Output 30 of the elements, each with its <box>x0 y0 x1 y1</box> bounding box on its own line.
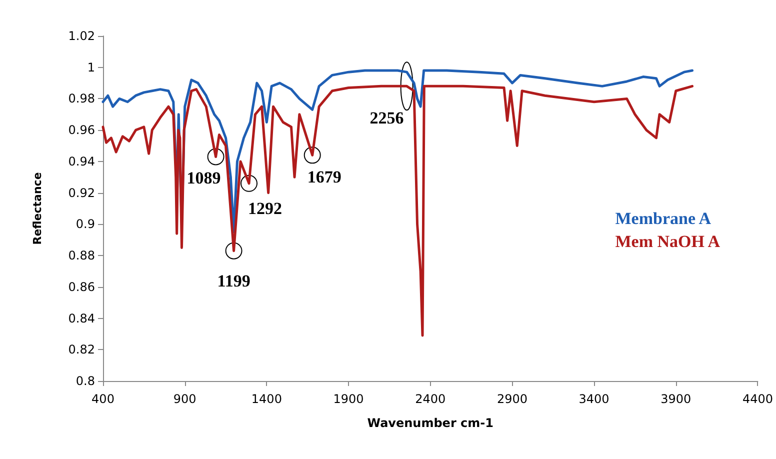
y-tick-label: 0.84 <box>68 311 95 326</box>
x-tick-label: 3900 <box>660 392 692 406</box>
x-tick-label: 2900 <box>496 392 528 406</box>
x-tick-label: 3400 <box>578 392 610 406</box>
y-axis-title: Reflectance <box>31 172 44 245</box>
annotation: 1089 <box>186 168 221 188</box>
y-tick-label: 0.88 <box>68 248 95 263</box>
annotation: 1679 <box>307 168 342 187</box>
text: Membrane A <box>615 209 712 228</box>
annotation: 1292 <box>248 198 282 218</box>
x-tick-label: 400 <box>92 392 114 406</box>
y-tick-label: 0.8 <box>76 374 95 388</box>
y-tick-label: 0.98 <box>68 92 95 106</box>
y-tick-label: 0.94 <box>68 154 95 168</box>
y-tick-label: 0.82 <box>68 342 95 357</box>
y-tick-label: 0.9 <box>76 217 95 232</box>
x-tick-label: 1900 <box>333 392 364 406</box>
annotation: 1199 <box>217 271 250 290</box>
x-tick-label: 900 <box>173 392 196 406</box>
x-tick-label: 1400 <box>251 392 282 406</box>
x-tick-label: 2400 <box>415 392 446 406</box>
annotation: 2256 <box>370 108 404 128</box>
x-tick-label: 4400 <box>742 392 774 406</box>
text: Mem NaOH A <box>615 232 721 251</box>
y-tick-label: 0.92 <box>68 186 95 200</box>
y-tick-label: 1 <box>87 60 95 74</box>
y-tick-label: 0.86 <box>68 280 95 294</box>
x-axis-title: Wavenumber cm-1 <box>367 416 494 430</box>
y-tick-label: 0.96 <box>68 123 95 138</box>
y-tick-label: 1.02 <box>68 29 95 43</box>
